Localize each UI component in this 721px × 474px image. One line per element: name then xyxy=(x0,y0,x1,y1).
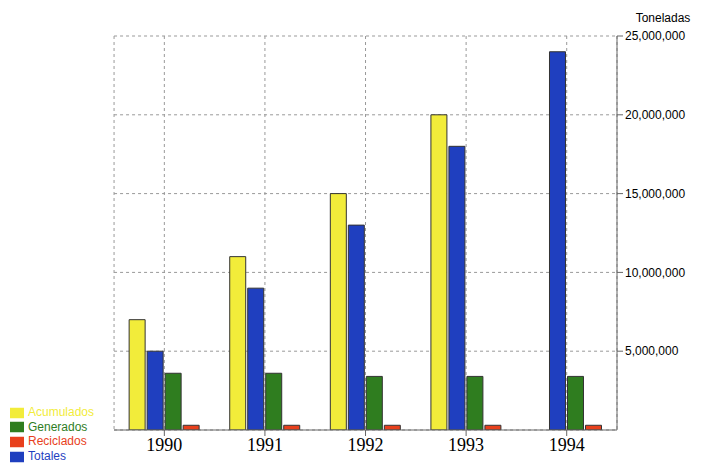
svg-text:1992: 1992 xyxy=(348,435,384,455)
svg-text:5,000,000: 5,000,000 xyxy=(625,344,679,358)
svg-text:Toneladas: Toneladas xyxy=(636,11,691,25)
svg-text:1994: 1994 xyxy=(549,435,585,455)
html-text:Totales: Totales xyxy=(28,449,66,464)
svg-text:10,000,000: 10,000,000 xyxy=(625,266,685,280)
svg-text:1991: 1991 xyxy=(247,435,283,455)
svg-text:25,000,000: 25,000,000 xyxy=(625,29,685,43)
html-text:Acumulados: Acumulados xyxy=(28,404,94,419)
svg-text:1990: 1990 xyxy=(146,435,182,455)
svg-text:20,000,000: 20,000,000 xyxy=(625,108,685,122)
html-text:Reciclados: Reciclados xyxy=(28,434,87,449)
html-text:Generados: Generados xyxy=(28,419,88,434)
svg-text:15,000,000: 15,000,000 xyxy=(625,187,685,201)
svg-text:1993: 1993 xyxy=(448,435,484,455)
